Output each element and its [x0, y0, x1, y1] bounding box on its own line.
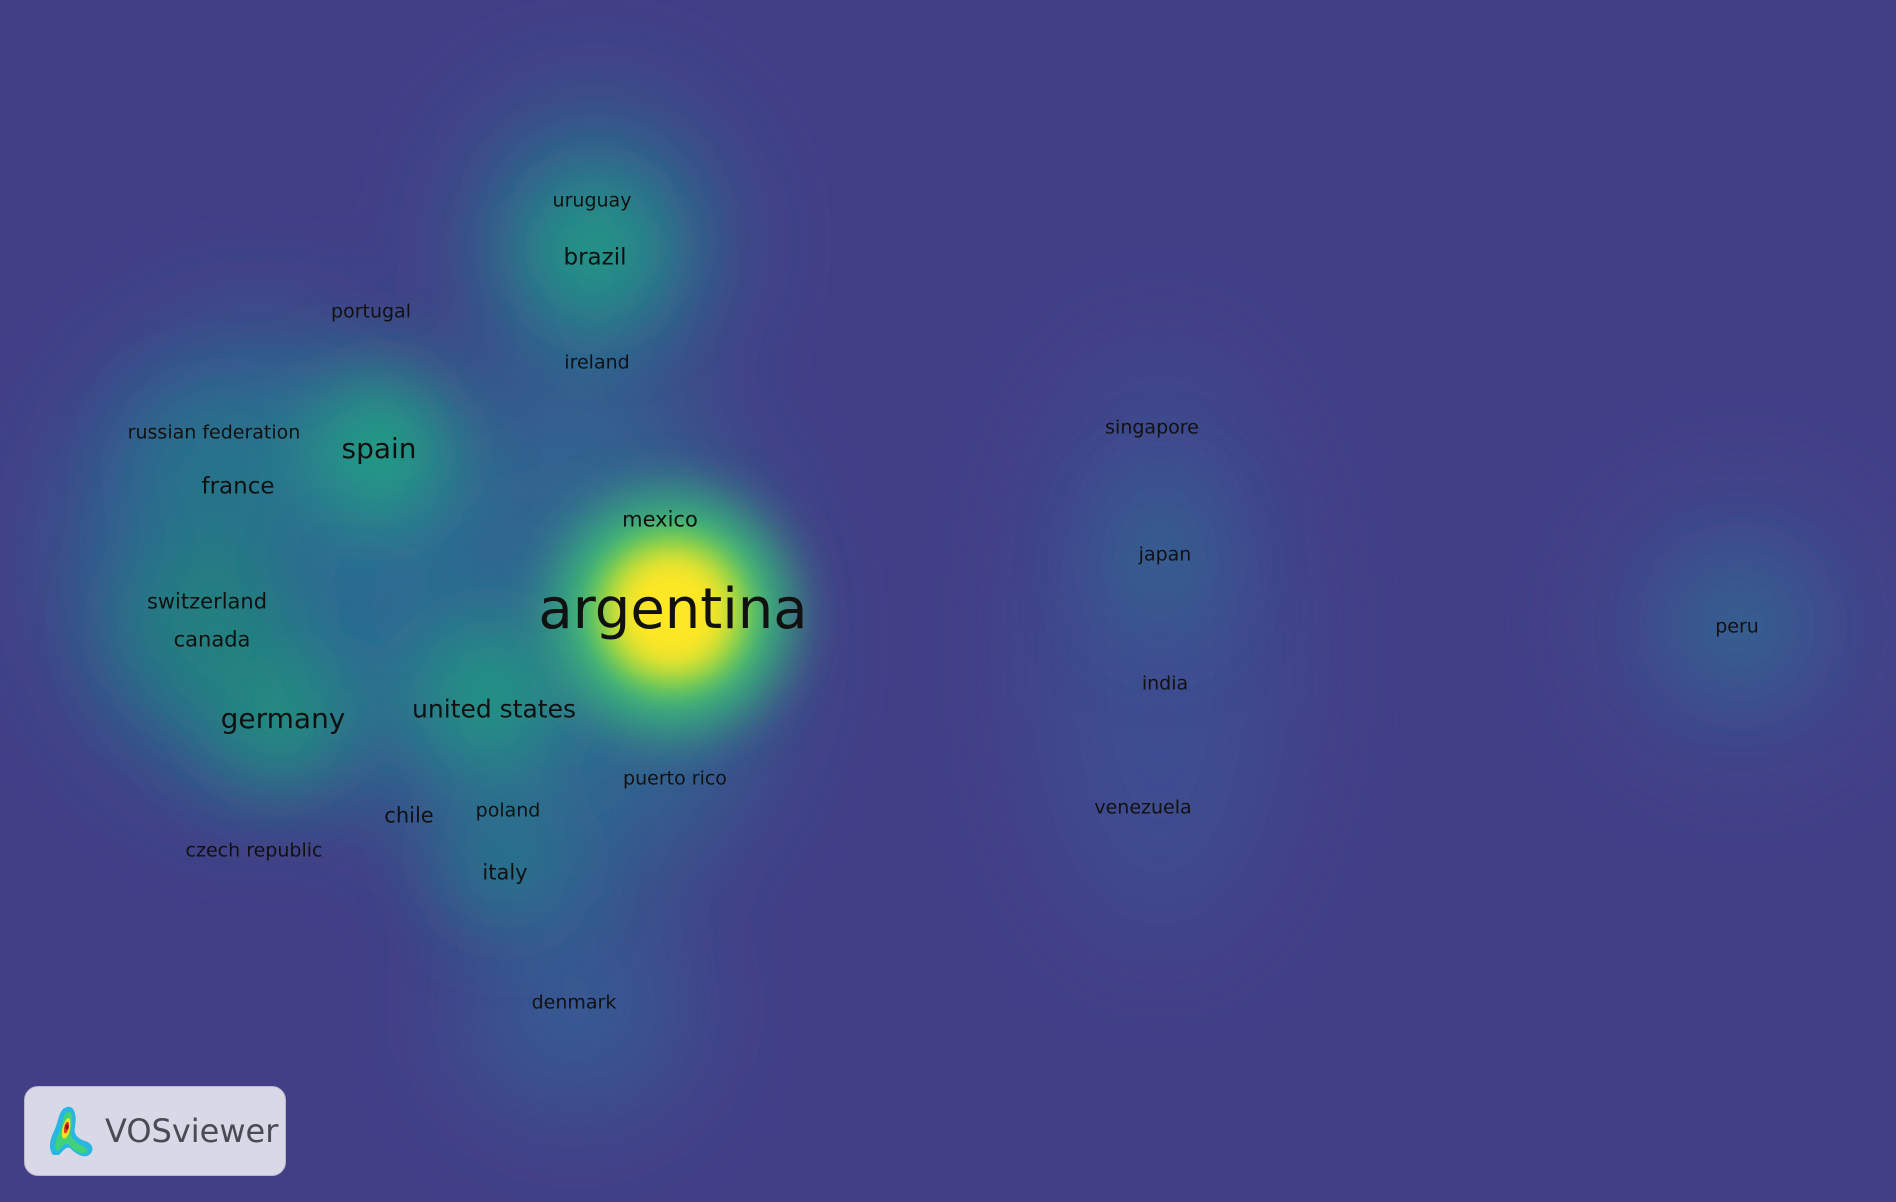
node-label-singapore[interactable]: singapore [1105, 416, 1199, 439]
node-label-spain[interactable]: spain [341, 432, 417, 465]
node-label-uruguay[interactable]: uruguay [552, 189, 632, 212]
vosviewer-logo-badge: VOSviewer [24, 1086, 286, 1176]
cluster-peru [1683, 570, 1793, 680]
node-label-czech-republic[interactable]: czech republic [185, 839, 323, 862]
node-label-brazil[interactable]: brazil [563, 244, 627, 271]
node-label-mexico[interactable]: mexico [622, 507, 698, 532]
node-label-canada[interactable]: canada [173, 627, 251, 652]
haze-denmark [465, 910, 685, 1110]
node-label-argentina[interactable]: argentina [538, 577, 808, 642]
hotspot-argentina-core [617, 557, 727, 667]
node-label-chile[interactable]: chile [384, 803, 434, 828]
cluster-japan [1105, 480, 1215, 640]
cluster-canada [125, 535, 295, 715]
node-label-india[interactable]: india [1141, 672, 1189, 695]
node-label-germany[interactable]: germany [220, 702, 346, 735]
node-label-switzerland[interactable]: switzerland [146, 589, 268, 614]
cluster-spain [310, 375, 450, 525]
node-label-poland[interactable]: poland [475, 799, 541, 822]
node-label-venezuela[interactable]: venezuela [1094, 796, 1192, 819]
node-label-united-states[interactable]: united states [412, 694, 576, 724]
node-label-peru[interactable]: peru [1715, 615, 1759, 638]
node-label-puerto-rico[interactable]: puerto rico [623, 767, 727, 790]
node-label-portugal[interactable]: portugal [331, 300, 411, 323]
cluster-us [415, 625, 565, 765]
node-label-france[interactable]: france [201, 473, 275, 500]
cluster-italy [445, 800, 565, 920]
cluster-france [145, 400, 295, 540]
cluster-brazil [530, 180, 660, 320]
node-label-russian-federation[interactable]: russian federation [127, 421, 301, 444]
node-label-denmark[interactable]: denmark [531, 991, 617, 1014]
haze-asia [1040, 360, 1280, 940]
vosviewer-logo-text: VOSviewer [105, 1112, 279, 1150]
node-label-italy[interactable]: italy [482, 860, 528, 885]
node-label-ireland[interactable]: ireland [564, 351, 630, 374]
node-label-japan[interactable]: japan [1138, 543, 1192, 566]
vosviewer-logo-icon [49, 1106, 93, 1157]
